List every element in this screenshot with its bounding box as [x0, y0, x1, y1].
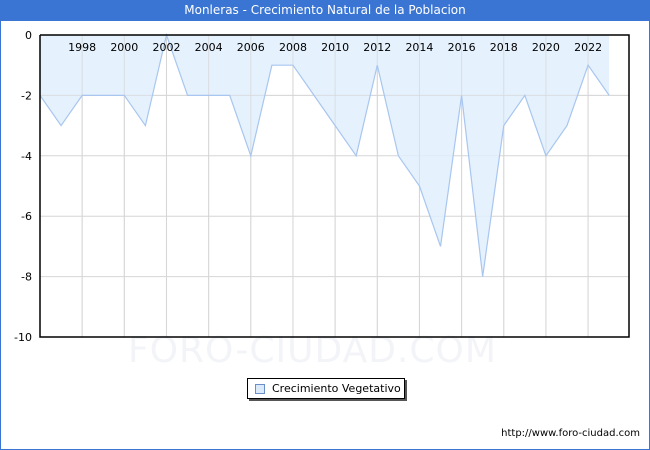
x-tick-label: 2022 [574, 41, 602, 54]
legend: Crecimiento Vegetativo [247, 378, 405, 399]
y-tick-label: 0 [25, 29, 32, 42]
y-tick-label: -10 [14, 331, 32, 344]
data-line [39, 32, 610, 277]
x-tick-label: 2014 [405, 41, 433, 54]
x-tick-label: 2018 [490, 41, 518, 54]
x-tick-label: 2006 [237, 41, 265, 54]
x-tick-label: 2004 [195, 41, 223, 54]
legend-swatch-icon [255, 384, 265, 394]
y-tick-label: -8 [21, 271, 32, 284]
x-tick-label: 1998 [68, 41, 96, 54]
x-tick-label: 2010 [321, 41, 349, 54]
source-url: http://www.foro-ciudad.com [501, 428, 640, 439]
legend-label: Crecimiento Vegetativo [272, 382, 401, 395]
x-tick-label: 2002 [152, 41, 180, 54]
y-tick-label: -2 [21, 89, 32, 102]
x-tick-label: 2016 [448, 41, 476, 54]
x-tick-label: 2020 [532, 41, 560, 54]
x-tick-label: 2012 [363, 41, 391, 54]
y-tick-label: -6 [21, 210, 32, 223]
y-tick-label: -4 [21, 150, 32, 163]
x-tick-label: 2000 [110, 41, 138, 54]
x-tick-label: 2008 [279, 41, 307, 54]
chart-title: Monleras - Crecimiento Natural de la Pob… [0, 0, 650, 21]
axes-box [39, 34, 630, 338]
